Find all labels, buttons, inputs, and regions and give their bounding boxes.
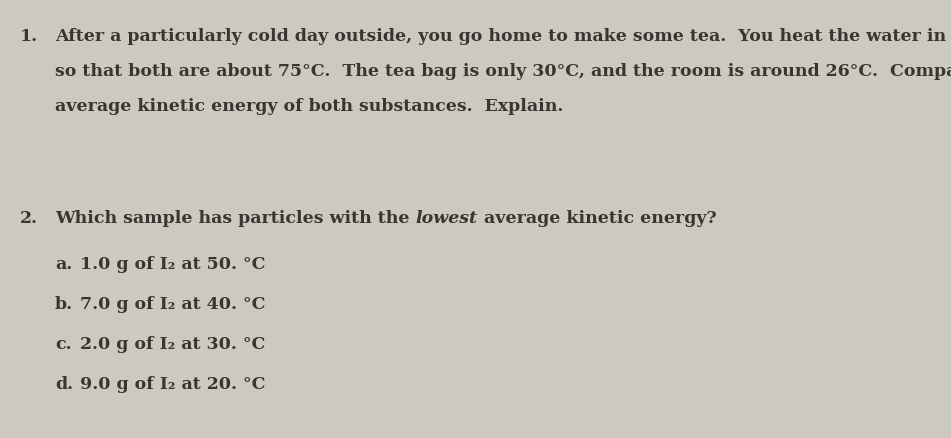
Text: d.: d. xyxy=(55,376,73,393)
Text: b.: b. xyxy=(55,296,73,313)
Text: average kinetic energy?: average kinetic energy? xyxy=(477,210,716,227)
Text: average kinetic energy of both substances.  Explain.: average kinetic energy of both substance… xyxy=(55,98,563,115)
Text: c.: c. xyxy=(55,336,71,353)
Text: 7.0 g of I₂ at 40. °C: 7.0 g of I₂ at 40. °C xyxy=(80,296,265,313)
Text: a.: a. xyxy=(55,256,72,273)
Text: 9.0 g of I₂ at 20. °C: 9.0 g of I₂ at 20. °C xyxy=(80,376,265,393)
Text: so that both are about 75°C.  The tea bag is only 30°C, and the room is around 2: so that both are about 75°C. The tea bag… xyxy=(55,63,951,80)
Text: After a particularly cold day outside, you go home to make some tea.  You heat t: After a particularly cold day outside, y… xyxy=(55,28,951,45)
Text: 1.0 g of I₂ at 50. °C: 1.0 g of I₂ at 50. °C xyxy=(80,256,265,273)
Text: 2.0 g of I₂ at 30. °C: 2.0 g of I₂ at 30. °C xyxy=(80,336,265,353)
Text: 2.: 2. xyxy=(20,210,38,227)
Text: Which sample has particles with the: Which sample has particles with the xyxy=(55,210,416,227)
Text: lowest: lowest xyxy=(416,210,477,227)
Text: 1.: 1. xyxy=(20,28,38,45)
